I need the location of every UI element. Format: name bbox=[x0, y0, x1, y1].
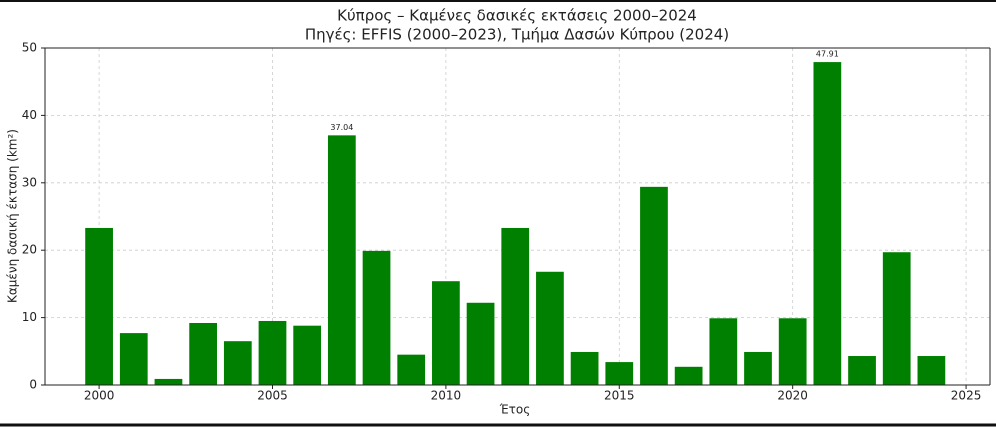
bar bbox=[258, 320, 287, 385]
chart-subtitle: Πηγές: EFFIS (2000–2023), Τμήμα Δασών Κύ… bbox=[305, 26, 729, 44]
bar bbox=[848, 356, 876, 385]
x-tick-label: 2005 bbox=[257, 389, 288, 403]
bar bbox=[570, 351, 599, 385]
value-label: 37.04 bbox=[330, 123, 353, 132]
y-tick-label: 40 bbox=[22, 108, 37, 122]
chart-title: Κύπρος – Καμένες δασικές εκτάσεις 2000–2… bbox=[337, 7, 697, 25]
value-label: 47.91 bbox=[816, 50, 839, 59]
bar bbox=[154, 378, 183, 385]
bar bbox=[327, 135, 356, 385]
x-tick-label: 2010 bbox=[431, 389, 462, 403]
bar bbox=[432, 281, 460, 385]
bar bbox=[709, 318, 738, 385]
x-tick-label: 2015 bbox=[604, 389, 635, 403]
bar bbox=[882, 252, 911, 385]
y-tick-label: 20 bbox=[22, 243, 37, 257]
bar bbox=[85, 227, 113, 385]
y-tick-label: 50 bbox=[22, 41, 37, 55]
bar bbox=[917, 356, 946, 385]
bar bbox=[466, 302, 495, 385]
y-tick-label: 30 bbox=[22, 175, 37, 189]
bar bbox=[397, 354, 426, 385]
y-tick-label: 10 bbox=[22, 310, 37, 324]
y-tick-label: 0 bbox=[29, 378, 37, 392]
bar bbox=[223, 341, 252, 385]
bar bbox=[536, 271, 564, 385]
bar bbox=[744, 351, 772, 385]
bar bbox=[813, 62, 842, 385]
x-tick-label: 2000 bbox=[84, 389, 115, 403]
x-axis-label: Έτος bbox=[499, 403, 531, 417]
bar bbox=[293, 325, 322, 385]
bar bbox=[501, 227, 530, 385]
bar bbox=[640, 186, 668, 385]
bar bbox=[605, 362, 634, 385]
bar bbox=[362, 250, 391, 385]
bar bbox=[119, 333, 148, 385]
bar bbox=[778, 318, 807, 385]
y-axis-label: Καμένη δασική έκταση (km²) bbox=[6, 129, 20, 303]
x-tick-label: 2020 bbox=[777, 389, 808, 403]
x-tick-label: 2025 bbox=[951, 389, 982, 403]
bar bbox=[674, 366, 703, 385]
bar bbox=[189, 322, 218, 385]
